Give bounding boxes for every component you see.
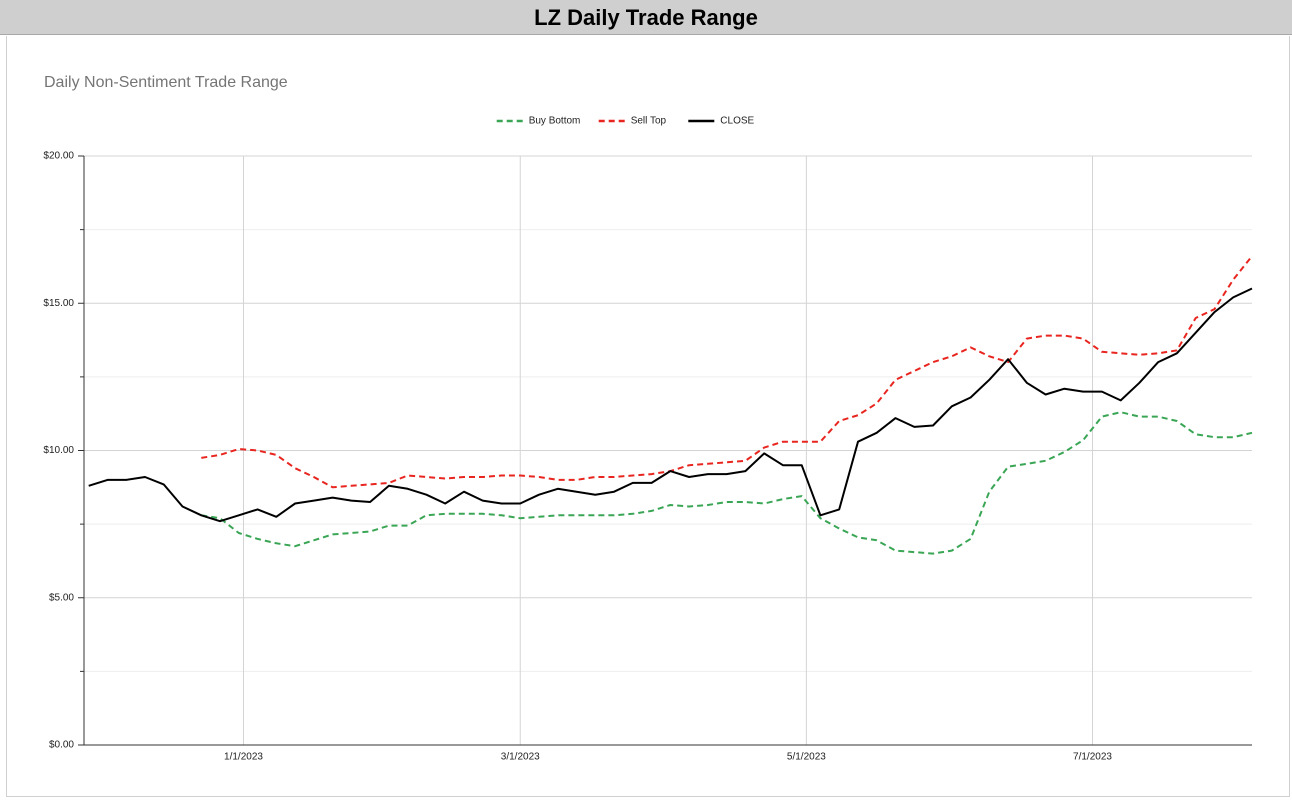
legend-label: CLOSE xyxy=(720,116,754,127)
series-line xyxy=(201,411,1253,555)
series-line xyxy=(88,287,1253,523)
x-tick-label: 5/1/2023 xyxy=(787,752,826,763)
x-tick-label: 1/1/2023 xyxy=(224,752,263,763)
chart-frame xyxy=(6,36,1290,797)
chart-title: Daily Non-Sentiment Trade Range xyxy=(44,74,288,91)
legend-label: Sell Top xyxy=(631,116,667,127)
x-tick-label: 3/1/2023 xyxy=(501,752,540,763)
y-tick-label: $5.00 xyxy=(49,592,74,603)
y-tick-label: $10.00 xyxy=(43,445,74,456)
x-tick-label: 7/1/2023 xyxy=(1073,752,1112,763)
y-tick-label: $15.00 xyxy=(43,298,74,309)
sheet-title: LZ Daily Trade Range xyxy=(0,0,1292,35)
legend-label: Buy Bottom xyxy=(529,116,581,127)
y-tick-label: $20.00 xyxy=(43,151,74,162)
y-tick-label: $0.00 xyxy=(49,740,74,751)
series-line xyxy=(201,255,1253,489)
